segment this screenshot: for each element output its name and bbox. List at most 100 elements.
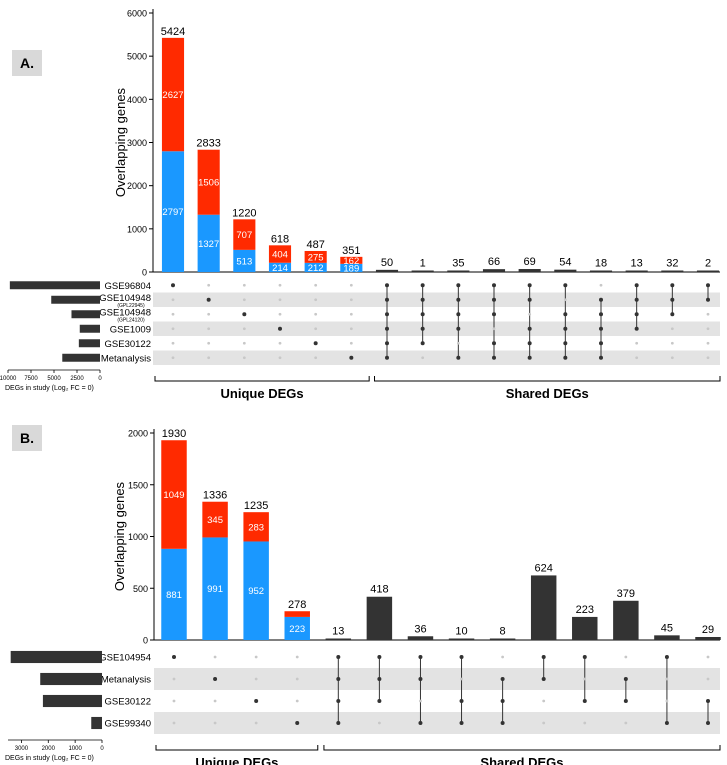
matrix-dot-inactive	[278, 283, 282, 287]
unique-bar-red-label: 707	[236, 230, 252, 241]
matrix-dot-inactive	[456, 341, 460, 345]
set-size-bar	[42, 694, 102, 708]
matrix-dot-active	[385, 355, 389, 360]
matrix-dot-active	[418, 677, 423, 681]
shared-bar-value: 13	[332, 626, 344, 638]
shared-degs-label: Shared DEGs	[480, 755, 563, 765]
matrix-dot-active	[385, 326, 389, 331]
unique-bar-blue	[304, 262, 327, 272]
unique-bar-total: 351	[342, 245, 360, 257]
matrix-dot-active	[377, 699, 382, 703]
matrix-dot-inactive	[171, 341, 175, 345]
shared-bar	[661, 270, 684, 272]
set-size-bar	[10, 650, 102, 664]
unique-bracket	[154, 376, 370, 382]
matrix-dot-active	[582, 655, 587, 659]
matrix-dot-active	[706, 297, 710, 302]
matrix-dot-inactive	[171, 298, 175, 302]
shared-bar	[447, 270, 470, 272]
matrix-dot-active	[563, 312, 568, 317]
matrix-row-band	[153, 321, 720, 336]
matrix-dot-inactive	[706, 655, 710, 659]
unique-bar-blue	[202, 537, 228, 640]
matrix-dot-active	[295, 721, 300, 725]
matrix-dot-inactive	[528, 312, 532, 316]
unique-degs-label: Unique DEGs	[221, 386, 304, 401]
matrix-dot-inactive	[583, 677, 587, 681]
shared-bar	[625, 270, 648, 272]
matrix-dot-inactive	[278, 341, 282, 345]
set-size-tick-label: 7500	[24, 376, 38, 382]
matrix-dot-active	[420, 312, 425, 317]
unique-bar-blue-label: 223	[289, 624, 305, 635]
shared-bar-value: 8	[500, 626, 506, 638]
shared-bar	[482, 269, 506, 272]
unique-bar-red	[304, 250, 327, 263]
matrix-dot-active	[563, 283, 568, 288]
unique-bar-red	[197, 149, 220, 215]
matrix-dot-inactive	[242, 327, 246, 331]
panel-label-box	[12, 425, 42, 451]
set-size-tick-label: 3000	[15, 746, 29, 752]
unique-bar-blue	[197, 214, 220, 272]
shared-bar-value: 36	[414, 623, 426, 635]
unique-bar-blue-label: 2797	[162, 207, 183, 218]
matrix-dot-inactive	[419, 699, 422, 703]
shared-bar-value: 18	[595, 258, 607, 270]
matrix-dot-active	[377, 677, 382, 681]
matrix-dot-active	[459, 699, 464, 703]
matrix-dot-inactive	[213, 655, 217, 659]
shared-bar	[695, 636, 721, 640]
set-label: GSE104948	[99, 293, 151, 304]
matrix-dot-inactive	[349, 327, 353, 331]
matrix-dot-active	[456, 312, 461, 317]
unique-bar-red-label: 1049	[163, 490, 184, 501]
matrix-dot-active	[599, 312, 603, 317]
unique-bar-total: 278	[288, 599, 306, 611]
matrix-dot-inactive	[349, 298, 353, 302]
matrix-dot-active	[385, 283, 389, 288]
matrix-dot-inactive	[254, 677, 258, 681]
unique-bar-total: 1220	[232, 207, 256, 219]
unique-bar-red-label: 345	[207, 515, 223, 526]
shared-bar-value: 2	[705, 258, 711, 270]
matrix-dot-active	[670, 297, 675, 302]
unique-bar-blue-label: 991	[207, 584, 223, 595]
set-size-bar	[9, 281, 101, 290]
matrix-dot-active	[254, 699, 259, 703]
unique-bar-red-label: 275	[308, 252, 324, 263]
matrix-dot-active	[242, 312, 247, 317]
matrix-dot-inactive	[213, 721, 217, 725]
unique-bar-blue	[161, 548, 187, 640]
set-sublabel: (GPL22945)	[117, 303, 145, 309]
matrix-dot-active	[336, 699, 341, 703]
unique-bar-red-label: 2627	[162, 90, 183, 101]
matrix-dot-inactive	[706, 312, 710, 316]
unique-bar-blue-label: 881	[166, 590, 182, 601]
matrix-dot-active	[582, 699, 587, 703]
matrix-dot-active	[527, 341, 532, 346]
matrix-dot-active	[599, 341, 603, 346]
matrix-dot-inactive	[213, 699, 217, 703]
y-tick-label: 2000	[127, 181, 147, 191]
matrix-dot-inactive	[242, 356, 246, 360]
unique-bar-red-label: 162	[343, 256, 359, 267]
unique-bar-red-label: 1506	[198, 178, 219, 189]
matrix-dot-inactive	[670, 356, 674, 360]
set-size-axis-label: DEGs in study (Log₂ FC = 0)	[5, 385, 94, 392]
matrix-dot-active	[527, 283, 532, 288]
matrix-dot-active	[664, 721, 669, 725]
matrix-dot-inactive	[295, 677, 299, 681]
unique-bar-red-label: 283	[248, 522, 264, 533]
set-label: GSE96804	[105, 281, 151, 292]
panel-b: B. 0 500 1000 1500 2000 Overlapping genes 1930 1…	[5, 425, 721, 765]
matrix-dot-active	[385, 297, 389, 302]
matrix-dot-active	[706, 283, 710, 288]
matrix-dot-active	[527, 297, 532, 302]
unique-bar-red	[340, 256, 363, 264]
matrix-dot-active	[456, 283, 461, 288]
set-size-tick-label: 2500	[70, 376, 84, 382]
matrix-dot-inactive	[242, 341, 246, 345]
unique-bar-blue-label: 1327	[198, 239, 219, 250]
